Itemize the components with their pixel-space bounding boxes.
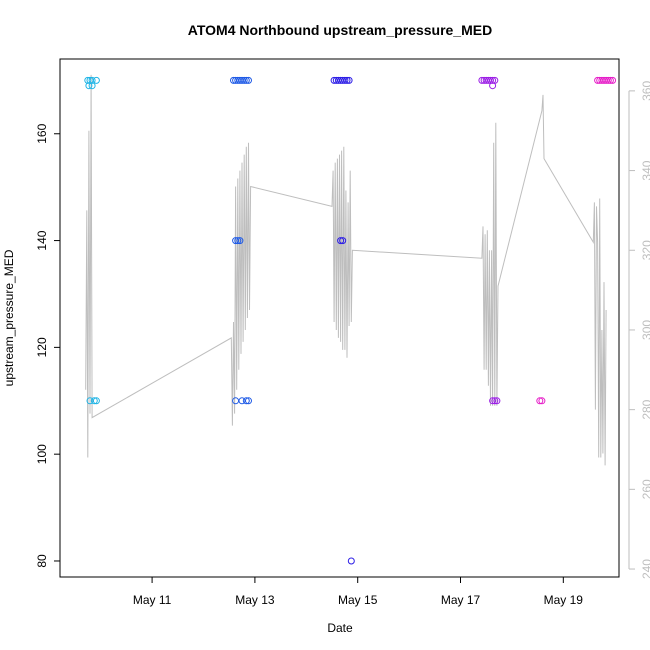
y2-tick-label: 280 [640, 399, 650, 419]
scatter-point [85, 82, 93, 90]
scatter-point [339, 237, 347, 245]
y-axis: 80 100 120 140 160 [35, 123, 60, 568]
y-axis-label: upstream_pressure_MED [2, 249, 16, 386]
scatter-point [536, 397, 544, 405]
scatter-point [341, 76, 349, 84]
scatter-series-0 [84, 76, 100, 405]
y-tick-label: 100 [35, 444, 49, 464]
scatter-point [92, 76, 100, 84]
y2-tick-label: 240 [640, 559, 650, 579]
scatter-point [345, 76, 353, 84]
scatter-point [232, 397, 240, 405]
scatter-point [232, 237, 240, 245]
y2-tick-label: 360 [640, 81, 650, 101]
scatter-point [489, 76, 497, 84]
y2-tick-label: 340 [640, 160, 650, 180]
scatter-series-4 [536, 76, 617, 405]
scatter-point [538, 397, 546, 405]
scatter-series-1 [230, 76, 252, 405]
scatter-point [88, 82, 96, 90]
scatter-point [606, 76, 614, 84]
scatter-point [489, 82, 497, 90]
y2-tick-label: 300 [640, 320, 650, 340]
scatter-point [242, 76, 250, 84]
plot-frame [59, 58, 620, 578]
y-tick-label: 120 [35, 337, 49, 357]
scatter-point [234, 237, 242, 245]
scatter-point [92, 397, 100, 405]
chart-title: ATOM4 Northbound upstream_pressure_MED [188, 22, 492, 38]
scatter-point [242, 397, 250, 405]
scatter-point [240, 76, 248, 84]
scatter-point [245, 397, 252, 405]
y-tick-label: 140 [35, 230, 49, 250]
scatter-point [90, 397, 98, 405]
scatter-point [604, 76, 612, 84]
x-tick-label: May 15 [338, 593, 378, 607]
scatter-point [84, 76, 92, 84]
y-tick-label: 80 [35, 554, 49, 568]
scatter-series-3 [478, 76, 501, 405]
scatter-point [489, 397, 497, 405]
x-axis: May 11 May 13 May 15 May 17 May 19 [133, 577, 583, 607]
x-tick-label: May 19 [544, 593, 584, 607]
scatter-point [491, 397, 499, 405]
x-axis-label: Date [327, 621, 353, 635]
scatter-point [347, 557, 355, 565]
scatter-point [245, 76, 252, 84]
scatter-point [88, 76, 96, 84]
scatter-point [337, 237, 345, 245]
y2-tick-label: 260 [640, 479, 650, 499]
y2-axis: 240 260 280 300 320 340 360 [628, 81, 650, 579]
x-tick-label: May 11 [133, 593, 172, 607]
scatter-point [343, 76, 351, 84]
line-series-group [85, 74, 607, 466]
y-tick-label: 160 [35, 123, 49, 143]
scatter-point [493, 397, 501, 405]
y2-tick-label: 320 [640, 240, 650, 260]
x-tick-label: May 17 [441, 593, 481, 607]
line-series [85, 74, 607, 466]
x-tick-label: May 13 [235, 593, 275, 607]
scatter-points-group [84, 76, 617, 565]
scatter-point [236, 237, 244, 245]
scatter-point [609, 76, 617, 84]
scatter-series-2 [330, 76, 355, 565]
